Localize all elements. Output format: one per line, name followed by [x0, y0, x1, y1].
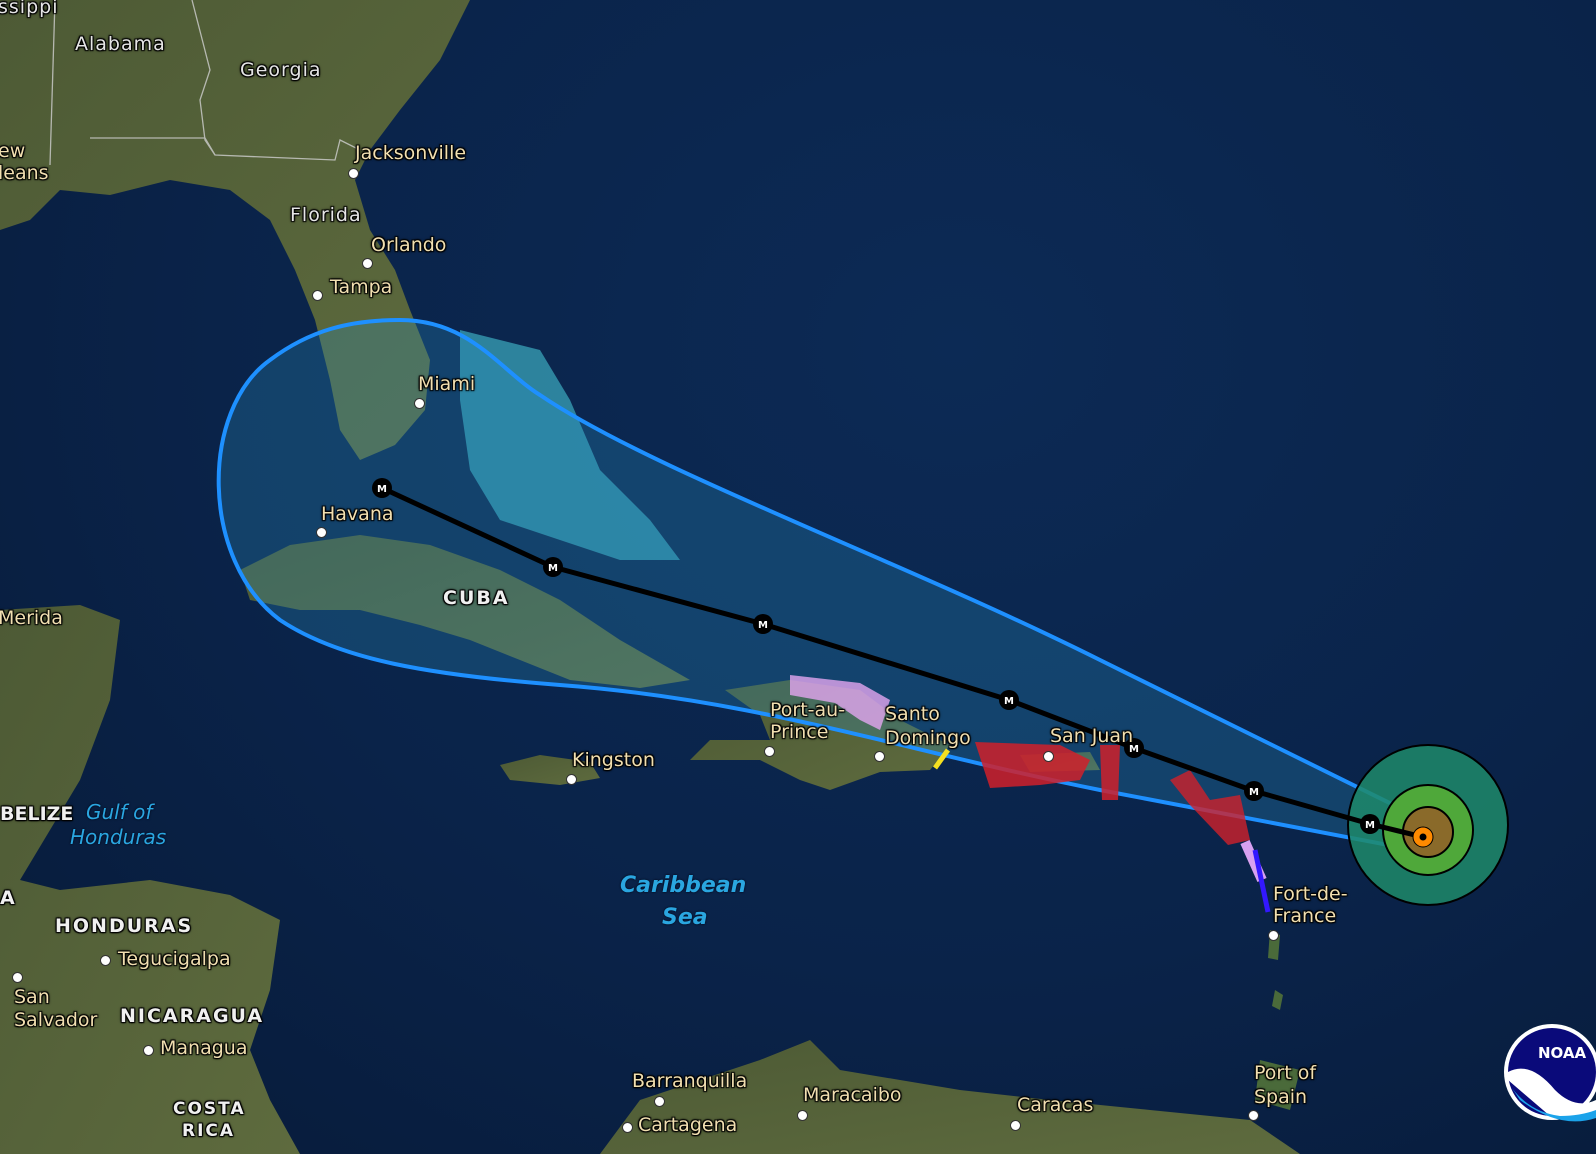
city-dot: [764, 746, 775, 757]
label-port-of-spain: Port of: [1254, 1062, 1317, 1084]
label-new-orleans-2: leans: [0, 162, 49, 184]
city-dot: [1043, 751, 1054, 762]
hurricane-warning-leewards: [1170, 770, 1250, 845]
city-dot: [362, 258, 373, 269]
label-port-of-spain-2: Spain: [1254, 1086, 1308, 1108]
tropical-storm-watch-segment: [932, 748, 951, 770]
hurricane-watch-hispaniola: [790, 675, 890, 730]
track-point-label: M: [1249, 787, 1259, 798]
label-maracaibo: Maracaibo: [803, 1084, 902, 1106]
label-honduras: HONDURAS: [55, 915, 194, 937]
track-point-marker[interactable]: [999, 690, 1019, 710]
label-alabama: Alabama: [75, 33, 166, 55]
city-dot: [1010, 1120, 1021, 1131]
svg-text:NOAA: NOAA: [1538, 1044, 1587, 1062]
city-dot: [312, 290, 323, 301]
noaa-logo[interactable]: NOAA: [1504, 1024, 1596, 1154]
city-dot: [566, 774, 577, 785]
label-cartagena: Cartagena: [638, 1114, 738, 1136]
label-belize: BELIZE: [0, 803, 74, 825]
label-san-salvador: San: [14, 986, 50, 1008]
label-san-salvador-2: Salvador: [14, 1009, 98, 1031]
track-point-marker[interactable]: [1244, 781, 1264, 801]
label-florida: Florida: [290, 204, 362, 226]
label-new-orleans: ew: [0, 140, 26, 162]
label-merida: Merida: [0, 607, 63, 629]
label-mississippi: ssippi: [0, 0, 59, 18]
track-point-marker[interactable]: [753, 614, 773, 634]
label-georgia: Georgia: [240, 59, 322, 81]
label-managua: Managua: [160, 1037, 248, 1059]
label-port-au-prince: Port-au-: [770, 699, 846, 721]
track-point-label: M: [1129, 744, 1139, 755]
tropical-storm-warning-segment: [1252, 849, 1271, 913]
label-costa-rica-2: RICA: [182, 1121, 236, 1141]
land: [0, 0, 1300, 1154]
label-kingston: Kingston: [572, 749, 655, 771]
label-caracas: Caracas: [1017, 1094, 1094, 1116]
city-dot: [316, 527, 327, 538]
label-fort-de-france: Fort-de-: [1273, 883, 1348, 905]
label-tegucigalpa: Tegucigalpa: [118, 948, 231, 970]
track-point-label: M: [377, 484, 387, 495]
label-santo-domingo-2: Domingo: [885, 727, 971, 749]
city-dot: [1268, 930, 1279, 941]
lesser-antilles: [1255, 930, 1300, 1110]
city-dot: [622, 1122, 633, 1133]
label-costa-rica: COSTA: [173, 1099, 246, 1119]
label-gulf-of-honduras-2: Honduras: [70, 825, 167, 849]
current-position-center: [1419, 833, 1427, 841]
track-point-label: M: [1365, 820, 1375, 831]
yucatan-central-america-land: [0, 605, 300, 1154]
track-point-marker[interactable]: [1360, 814, 1380, 834]
bahamas-shallows: [460, 330, 680, 560]
label-guatemala: A: [0, 887, 17, 909]
forecast-track: M M M M M M M: [372, 478, 1424, 840]
label-caribbean-sea-2: Sea: [662, 905, 708, 930]
track-point-label: M: [1004, 696, 1014, 707]
cuba-land: [240, 535, 690, 688]
track-point-marker[interactable]: [543, 557, 563, 577]
label-barranquilla: Barranquilla: [632, 1070, 748, 1092]
label-port-au-prince-2: Prince: [770, 721, 829, 743]
label-havana: Havana: [321, 503, 394, 525]
city-dot: [654, 1096, 665, 1107]
label-orlando: Orlando: [371, 234, 447, 256]
hispaniola-land: [690, 680, 950, 790]
hurricane-warning-puerto-rico: [975, 742, 1120, 800]
city-dot: [100, 955, 111, 966]
south-america-land: [600, 1040, 1300, 1154]
city-dot: [348, 168, 359, 179]
forecast-cone[interactable]: [216, 317, 1436, 855]
label-nicaragua: NICARAGUA: [120, 1005, 265, 1027]
track-point-label: M: [548, 563, 558, 574]
label-jacksonville: Jacksonville: [355, 142, 467, 164]
label-santo-domingo: Santo: [885, 703, 940, 725]
label-fort-de-france-2: France: [1273, 905, 1337, 927]
city-dot: [414, 398, 425, 409]
track-line: [380, 485, 1424, 840]
track-point-marker[interactable]: [1124, 738, 1144, 758]
label-tampa: Tampa: [330, 276, 393, 298]
label-miami: Miami: [418, 373, 476, 395]
label-gulf-of-honduras: Gulf of: [86, 800, 153, 824]
watch-warning-areas: [790, 675, 1271, 913]
city-dot: [1248, 1110, 1259, 1121]
label-cuba: CUBA: [443, 587, 510, 609]
city-dot: [797, 1110, 808, 1121]
city-dot: [12, 972, 23, 983]
track-point-marker[interactable]: [372, 478, 392, 498]
track-point-label: M: [758, 620, 768, 631]
city-dot: [874, 751, 885, 762]
city-dot: [143, 1045, 154, 1056]
state-borders: [49, 0, 361, 166]
label-san-juan: San Juan: [1050, 725, 1134, 747]
label-caribbean-sea: Caribbean: [620, 873, 747, 898]
us-southeast-land: [0, 0, 470, 460]
